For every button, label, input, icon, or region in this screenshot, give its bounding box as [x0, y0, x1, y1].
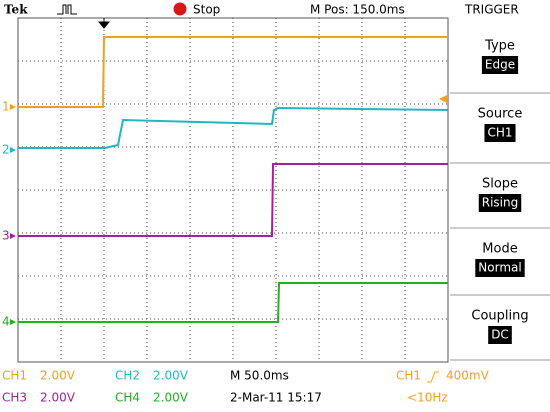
menu-value: Edge	[485, 58, 515, 72]
menu-label: Coupling	[471, 309, 528, 324]
frequency: <10Hz	[407, 391, 448, 405]
channel-name: CH4	[115, 391, 140, 405]
channel-name: CH2	[115, 369, 140, 383]
trigger-position	[97, 18, 111, 29]
menu-label: Slope	[482, 177, 518, 192]
screen-border	[17, 17, 449, 363]
channel-name: CH1	[2, 369, 27, 383]
menu-value-box	[484, 124, 516, 142]
menu-items: Type Edge Source CH1 Slope Rising Mode Normal Co…	[471, 39, 529, 344]
date: 2-Mar-11 15:17	[230, 391, 322, 405]
channel-scale: 2.00V	[153, 391, 189, 405]
trigger-icon	[57, 4, 77, 15]
marker-arrow	[10, 104, 16, 110]
trace-ch3	[18, 163, 448, 237]
menu-label: Type	[484, 39, 515, 54]
channel-scale: 2.00V	[40, 369, 76, 383]
edge-icon	[427, 371, 439, 383]
menu-value-box	[488, 326, 512, 344]
channel-marker: 2	[2, 143, 10, 157]
trace-ch2	[18, 106, 449, 149]
menu-value: DC	[491, 328, 509, 342]
channel-scale: 2.00V	[40, 391, 76, 405]
stop-indicator	[173, 2, 187, 16]
position: M Pos: 150.0ms	[310, 3, 405, 17]
marker-arrow	[10, 147, 16, 153]
brand: Tek	[4, 3, 28, 17]
trace-ch1	[18, 36, 448, 108]
channel-marker: 1	[2, 100, 10, 114]
menu-label: Mode	[482, 242, 517, 257]
marker-arrow	[10, 319, 16, 325]
status: Stop	[193, 3, 220, 17]
side-menu	[450, 92, 550, 361]
channel-name: CH3	[2, 391, 27, 405]
channel-marker: 4	[2, 315, 10, 329]
menu-value-box	[481, 56, 519, 74]
menu-title: TRIGGER	[464, 3, 519, 17]
trigger-level-text: 400mV	[446, 369, 490, 383]
menu-value: CH1	[487, 126, 512, 140]
channel-marker: 3	[2, 229, 10, 243]
menu-value: Rising	[482, 196, 518, 210]
marker-arrow	[10, 233, 16, 239]
menu-value-box	[475, 259, 525, 277]
trace-ch4	[18, 282, 448, 323]
menu-value-box	[478, 194, 522, 212]
timebase: M 50.0ms	[230, 369, 289, 383]
trigger-level	[439, 95, 447, 103]
channel-scale: 2.00V	[153, 369, 189, 383]
menu-value: Normal	[478, 261, 521, 275]
menu-label: Source	[478, 107, 523, 122]
graticule	[18, 18, 448, 362]
trigger-source: CH1	[396, 369, 421, 383]
